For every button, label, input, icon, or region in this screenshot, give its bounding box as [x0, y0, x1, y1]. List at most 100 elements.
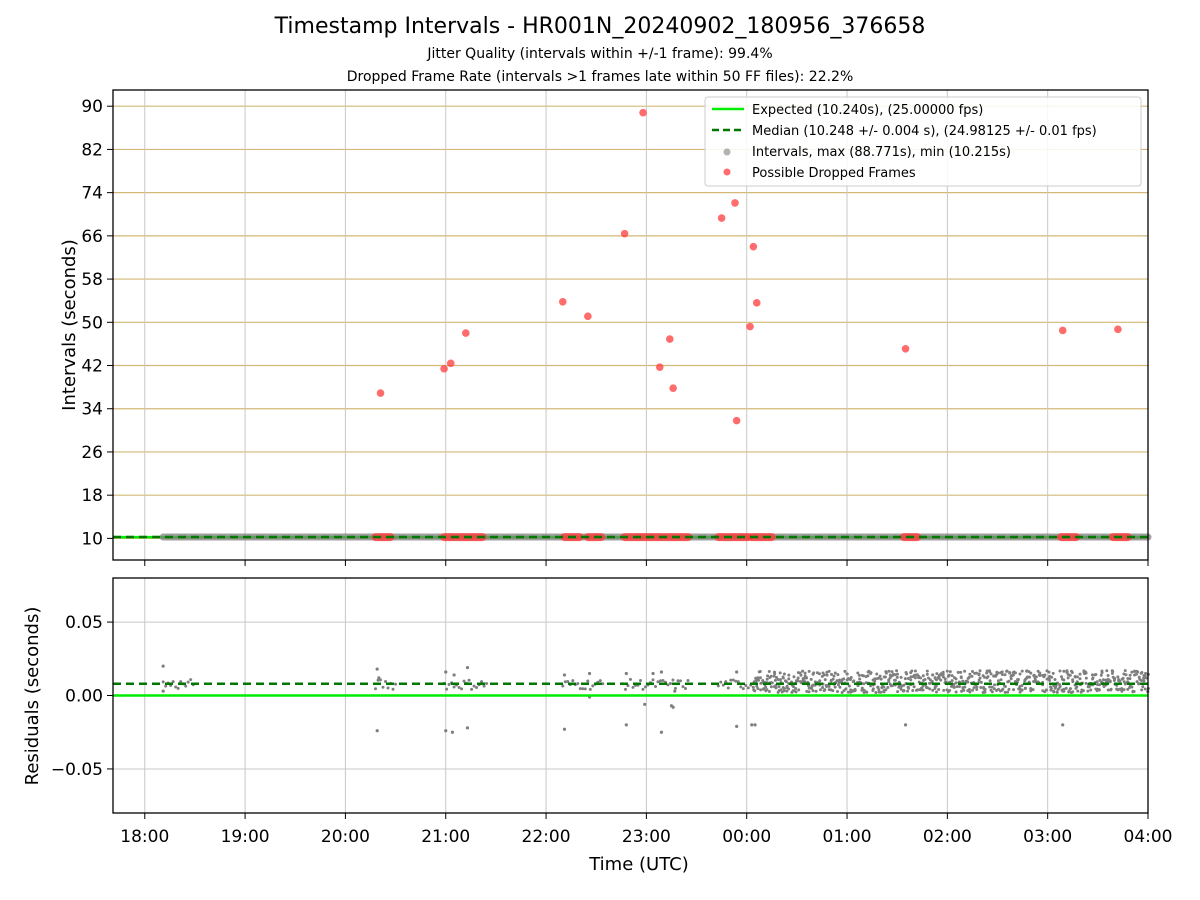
residual-point: [871, 689, 875, 693]
residual-point: [913, 676, 917, 680]
residual-point: [1130, 685, 1134, 689]
residual-point: [772, 674, 776, 678]
residual-point: [876, 685, 880, 689]
residual-point: [751, 685, 755, 689]
residual-point: [1071, 680, 1075, 684]
residual-point: [836, 683, 840, 687]
residual-point: [623, 687, 627, 691]
bottom-ytick-label: 0.00: [65, 687, 103, 707]
residual-point: [765, 688, 769, 692]
jitter-quality-subtitle: Jitter Quality (intervals within +/-1 fr…: [427, 46, 773, 62]
residual-point: [376, 678, 380, 682]
residual-point: [827, 669, 831, 673]
residual-point: [586, 679, 590, 683]
residual-point: [999, 678, 1003, 682]
residual-point: [792, 685, 796, 689]
residual-point: [1053, 686, 1057, 690]
dropped-frame-point: [731, 199, 739, 207]
residual-point: [985, 669, 989, 673]
residual-point: [882, 690, 886, 694]
residual-point: [942, 688, 946, 692]
residual-point: [843, 669, 847, 673]
residual-point: [794, 686, 798, 690]
top-y-axis-label: Intervals (seconds): [59, 239, 80, 411]
dropped-frame-point: [620, 229, 629, 238]
residual-point: [931, 688, 935, 692]
residual-point: [686, 679, 690, 683]
residual-point: [787, 673, 791, 677]
residual-point: [1047, 670, 1051, 674]
residual-point: [983, 687, 987, 691]
residual-point: [750, 723, 754, 727]
residual-point: [377, 676, 381, 680]
residual-point: [736, 680, 740, 684]
bottom-xtick-label: 20:00: [321, 827, 370, 847]
residual-point: [975, 685, 979, 689]
residual-point: [566, 680, 570, 684]
residual-point: [1007, 687, 1011, 691]
residual-point: [797, 688, 801, 692]
residual-point: [465, 665, 470, 670]
residual-point: [954, 677, 958, 681]
residual-point: [887, 669, 891, 673]
residual-point: [921, 684, 925, 688]
residual-point: [869, 671, 873, 675]
residual-point: [1076, 689, 1080, 693]
residual-point: [776, 678, 780, 682]
residual-point: [561, 684, 565, 688]
residual-point: [765, 677, 769, 681]
residual-point: [1139, 678, 1143, 682]
residual-point: [779, 688, 783, 692]
residual-point: [1031, 688, 1035, 692]
residual-point: [563, 680, 567, 684]
residual-point: [831, 689, 835, 693]
residual-point: [1007, 679, 1011, 683]
dropped-frame-point: [440, 364, 448, 373]
residual-point: [1123, 682, 1127, 686]
residual-point: [729, 678, 733, 682]
bottom-xtick-label: 22:00: [522, 827, 571, 847]
residual-point: [661, 679, 665, 683]
residual-point: [975, 671, 979, 675]
residual-point: [986, 675, 990, 679]
residual-point: [1018, 690, 1022, 694]
residual-point: [161, 664, 165, 668]
residual-point: [941, 670, 945, 674]
residual-point: [778, 671, 782, 675]
residual-point: [1113, 676, 1117, 680]
residual-point: [968, 672, 972, 676]
residual-point: [884, 688, 888, 692]
residual-point: [1084, 681, 1088, 685]
residual-point: [761, 679, 765, 683]
residual-point: [896, 690, 900, 694]
residual-point: [796, 676, 800, 680]
residual-point: [983, 690, 987, 694]
residual-point: [755, 684, 759, 688]
residual-point: [838, 685, 842, 689]
residual-point: [949, 684, 953, 688]
residual-point: [1121, 676, 1125, 680]
residual-point: [883, 675, 887, 679]
residual-point: [812, 671, 816, 675]
residual-point: [457, 686, 461, 690]
residual-point: [1032, 673, 1036, 677]
residual-point: [835, 679, 839, 683]
residual-point: [1058, 669, 1062, 673]
residual-point: [950, 674, 954, 678]
residual-point: [1049, 685, 1053, 689]
residual-point: [989, 672, 993, 676]
residual-point: [930, 679, 934, 683]
residual-point: [996, 679, 1000, 683]
residual-point: [934, 684, 938, 688]
residual-point: [1079, 690, 1083, 694]
residual-point: [186, 680, 190, 684]
residual-point: [1078, 672, 1082, 676]
residual-point: [571, 679, 575, 683]
residual-point: [1061, 723, 1065, 727]
residual-point: [910, 669, 914, 673]
top-ytick-label: 74: [81, 184, 103, 204]
residual-point: [673, 686, 677, 690]
residual-point: [1011, 673, 1015, 677]
residual-point: [374, 687, 378, 691]
